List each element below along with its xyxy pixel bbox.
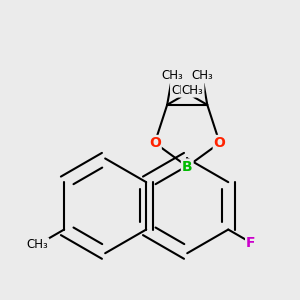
- Text: CH₃: CH₃: [182, 84, 203, 97]
- Text: O: O: [149, 136, 161, 150]
- Text: CH₃: CH₃: [161, 69, 183, 82]
- Text: B: B: [182, 160, 193, 173]
- Text: CH₃: CH₃: [27, 238, 48, 251]
- Text: O: O: [214, 136, 226, 150]
- Text: F: F: [246, 236, 256, 250]
- Text: CH₃: CH₃: [191, 69, 213, 82]
- Text: CH₃: CH₃: [171, 84, 193, 97]
